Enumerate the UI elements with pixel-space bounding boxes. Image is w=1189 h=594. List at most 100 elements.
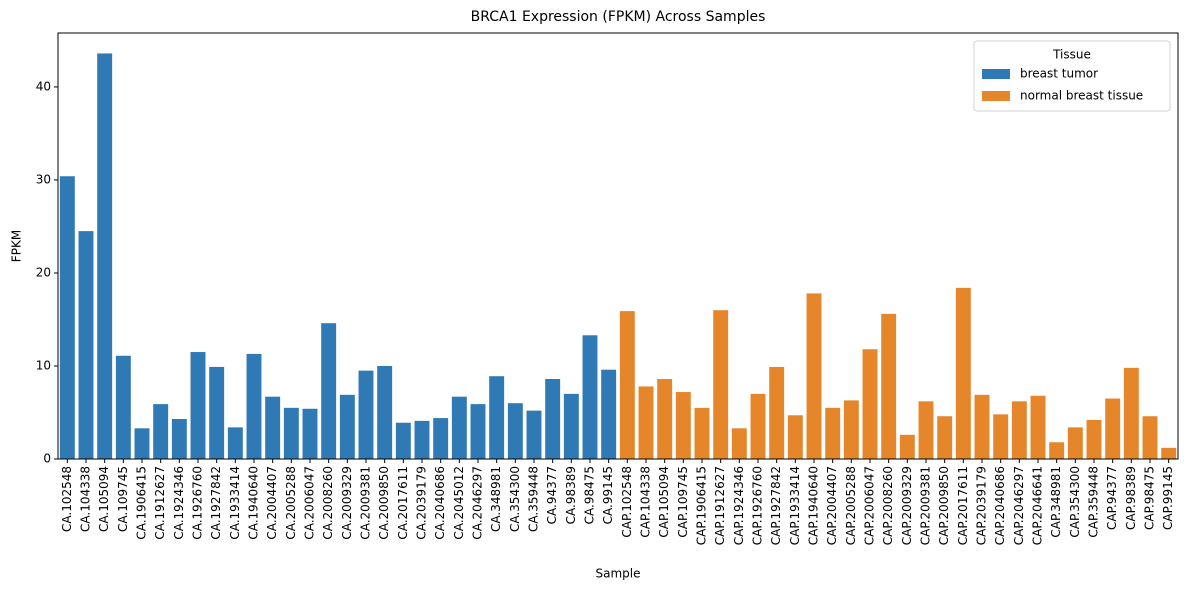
x-tick-label: CAP.2005288 [844,466,858,545]
x-tick-label: CAP.2004407 [825,466,839,545]
bar [974,394,990,459]
x-tick-label: CA.2008260 [321,466,335,540]
bar [918,401,934,459]
bar [358,370,374,459]
y-tick-label: 30 [36,172,51,186]
y-tick-label: 20 [36,265,51,279]
bar [563,393,579,459]
x-tick-label: CA.359448 [527,466,541,532]
bar [937,416,953,459]
bar [582,335,598,459]
legend-title: Tissue [1052,48,1091,62]
bar [489,376,505,459]
x-tick-label: CAP.2009329 [900,466,914,545]
bar [1105,398,1121,459]
bar [97,53,113,459]
bar [881,313,897,459]
x-tick-label: CA.104338 [79,466,93,532]
x-tick-label: CA.98475 [583,466,597,524]
x-tick-label: CAP.1912627 [713,466,727,545]
bar [1086,419,1102,459]
bar [433,418,449,459]
x-tick-label: CAP.2009381 [919,466,933,545]
bar [825,407,841,459]
legend-box [973,40,1171,112]
bar [843,400,859,459]
x-tick-label: CAP.354300 [1068,466,1082,538]
x-tick-label: CA.109745 [116,466,130,532]
bar [171,419,187,459]
x-tick-label: CA.1927842 [209,466,223,540]
legend-swatch [982,69,1010,79]
bar [227,427,243,459]
bar [507,403,523,459]
bar [339,394,355,459]
bar [526,410,542,459]
x-tick-label: CAP.2040686 [993,466,1007,545]
bar [806,293,822,459]
bar [993,414,1009,459]
x-tick-label: CAP.359448 [1087,466,1101,538]
bar [153,404,169,459]
bar [545,379,561,459]
bar [1142,416,1158,459]
x-tick-label: CAP.98389 [1124,466,1138,530]
x-tick-label: CA.2040686 [433,466,447,540]
bar [246,353,262,459]
x-tick-label: CAP.2017611 [956,466,970,545]
x-tick-label: CAP.94377 [1105,466,1119,530]
x-tick-label: CA.99145 [601,466,615,524]
bar [377,365,393,459]
bar [955,287,971,459]
bar [657,379,673,459]
x-tick-label: CA.1912627 [153,466,167,540]
y-tick-label: 10 [36,358,51,372]
bar [601,369,617,459]
y-axis-label: FPKM [10,230,24,262]
bar [265,396,281,459]
bar [862,349,878,459]
bar [899,434,915,459]
bar [1161,447,1177,459]
x-tick-label: CAP.1933414 [788,466,802,545]
x-tick-label: CA.354300 [508,466,522,532]
x-tick-label: CA.102548 [60,466,74,532]
x-tick-label: CA.2045012 [452,466,466,540]
y-tick-label: 0 [43,452,51,466]
bar [321,323,337,459]
x-tick-label: CA.2017611 [396,466,410,540]
x-tick-label: CA.1940640 [247,466,261,540]
bar [395,422,411,459]
x-tick-label: CAP.2046297 [1012,466,1026,545]
bar [115,355,131,459]
x-tick-label: CAP.1927842 [769,466,783,545]
bar [470,404,486,459]
bar [302,408,318,459]
x-axis-label: Sample [596,567,641,581]
x-tick-label: CAP.1940640 [807,466,821,545]
x-tick-label: CA.2004407 [265,466,279,540]
bar [134,428,150,459]
x-tick-label: CA.1924346 [172,466,186,540]
x-tick-label: CAP.105094 [657,466,671,538]
x-tick-label: CA.2006047 [303,466,317,540]
bar [1030,395,1046,459]
bar [1011,401,1027,459]
x-tick-label: CAP.2008260 [881,466,895,545]
bar [787,415,803,459]
plot-frame [57,32,1179,460]
x-tick-label: CAP.2046641 [1031,466,1045,545]
bar [1123,367,1139,459]
bar [638,386,654,459]
x-tick-label: CAP.99145 [1161,466,1175,530]
bar [713,310,729,459]
x-tick-label: CA.2009850 [377,466,391,540]
bar [283,407,299,459]
x-tick-label: CA.1906415 [135,466,149,540]
bar [59,176,75,459]
x-tick-label: CAP.2039179 [975,466,989,545]
legend-label: normal breast tissue [1020,89,1143,103]
x-tick-label: CAP.98475 [1143,466,1157,530]
x-tick-label: CA.1926760 [191,466,205,540]
bar [1067,427,1083,459]
